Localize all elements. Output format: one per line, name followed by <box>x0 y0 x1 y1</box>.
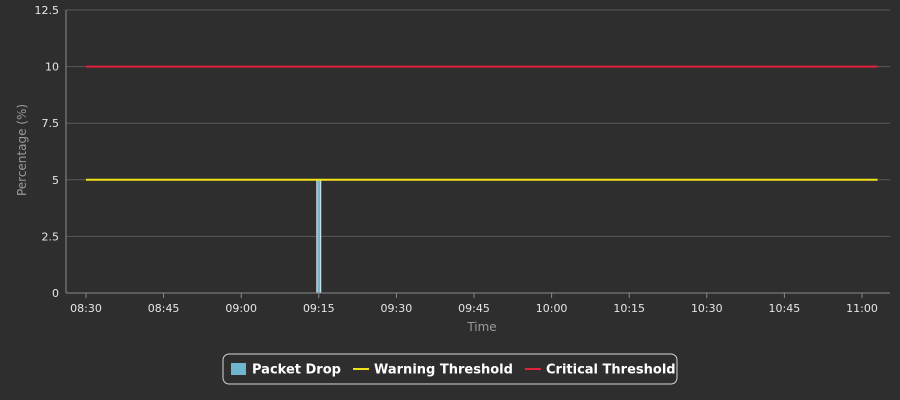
y-tick-label: 5 <box>52 174 59 187</box>
y-tick-label: 7.5 <box>42 117 60 130</box>
x-axis-title: Time <box>466 320 496 334</box>
packet-drop-bar <box>316 179 322 294</box>
legend-item-critical-threshold[interactable]: Critical Threshold <box>525 363 676 378</box>
legend-label: Critical Threshold <box>546 363 676 378</box>
y-tick-label: 0 <box>52 287 59 300</box>
x-tick-label: 10:00 <box>536 302 568 315</box>
x-tick-label: 09:30 <box>381 302 413 315</box>
x-tick-label: 08:45 <box>148 302 180 315</box>
legend[interactable]: Packet Drop Warning Threshold Critical Thr… <box>222 353 678 385</box>
x-tick-label: 10:45 <box>769 302 801 315</box>
legend-box <box>222 353 678 385</box>
x-tick-label: 10:30 <box>691 302 723 315</box>
y-axis-title: Percentage (%) <box>15 104 29 196</box>
legend-label: Warning Threshold <box>374 363 513 378</box>
legend-item-packet-drop[interactable]: Packet Drop <box>231 363 341 378</box>
grid <box>66 9 890 237</box>
x-tick-label: 08:30 <box>70 302 102 315</box>
y-tick-label: 12.5 <box>35 4 60 17</box>
y-tick-label: 2.5 <box>42 230 60 243</box>
y-tick-label: 10 <box>45 61 59 74</box>
x-tick-label: 09:15 <box>303 302 335 315</box>
x-tick-label: 09:45 <box>458 302 490 315</box>
x-tick-label: 09:00 <box>225 302 257 315</box>
legend-label: Packet Drop <box>252 363 341 378</box>
x-tick-label: 10:15 <box>613 302 645 315</box>
x-tick-label: 11:00 <box>846 302 878 315</box>
series <box>86 65 878 294</box>
legend-item-warning-threshold[interactable]: Warning Threshold <box>353 363 513 378</box>
axes: 0 2.5 5 7.5 10 12.5 08:30 08:45 09:00 09:15 09:30 0… <box>35 4 890 315</box>
legend-swatch <box>231 363 246 375</box>
